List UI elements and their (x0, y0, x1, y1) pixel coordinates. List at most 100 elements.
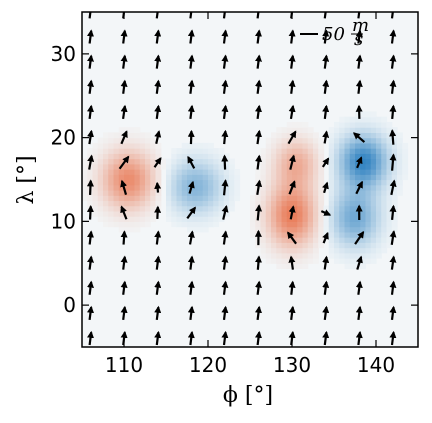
heatmap-cell (208, 163, 214, 170)
heatmap-cell (360, 216, 367, 222)
heatmap-cell (166, 174, 172, 181)
heatmap-cell (271, 237, 277, 243)
wind-vector (255, 129, 263, 145)
heatmap-cell (370, 148, 377, 154)
heatmap-cell (376, 195, 382, 202)
heatmap-cell (97, 179, 104, 186)
wind-vector (355, 330, 363, 346)
heatmap-cell (339, 132, 346, 139)
heatmap-cell (155, 174, 162, 181)
heatmap-cell (250, 216, 256, 222)
heatmap-cell (281, 179, 288, 186)
heatmap-cell (349, 142, 356, 149)
heatmap-cell (129, 174, 136, 181)
wind-vector (86, 204, 94, 220)
wind-vector (120, 29, 128, 44)
heatmap-cell (318, 195, 325, 202)
heatmap-cell (376, 242, 382, 249)
heatmap-cell (166, 163, 172, 170)
heatmap-cell (129, 216, 136, 222)
heatmap-cell (339, 200, 346, 207)
heatmap-cell (344, 205, 351, 212)
heatmap-cell (171, 221, 178, 228)
heatmap-cell (391, 221, 398, 228)
heatmap-cell (281, 148, 288, 154)
wind-vector (389, 54, 397, 69)
heatmap-cell (370, 226, 377, 233)
heatmap-cell (197, 174, 204, 181)
heatmap-cell (181, 169, 188, 175)
wind-vector (221, 104, 229, 120)
wind-vector (222, 12, 226, 19)
heatmap-cell (292, 189, 298, 196)
heatmap-cell (134, 127, 141, 133)
wind-vector (87, 129, 95, 145)
heatmap-cell (339, 121, 346, 128)
heatmap-cell (87, 148, 94, 154)
heatmap-cell (271, 226, 277, 233)
wind-vector (87, 154, 95, 170)
heatmap-cell (370, 242, 377, 249)
heatmap-cell (292, 169, 298, 175)
heatmap-cell (355, 127, 361, 133)
heatmap-cell (365, 252, 372, 259)
heatmap-cell (145, 210, 151, 217)
heatmap-cell (370, 163, 377, 170)
heatmap-cell (302, 137, 309, 144)
heatmap-cell (297, 205, 304, 212)
heatmap-cell (202, 216, 209, 222)
heatmap-cell (386, 221, 393, 228)
wind-vector (187, 155, 196, 169)
heatmap-cell (139, 179, 146, 186)
heatmap-cell (328, 158, 335, 165)
wind-vector (86, 230, 94, 245)
heatmap-cell (318, 210, 325, 217)
heatmap-cell (271, 200, 277, 207)
heatmap-cell (302, 127, 309, 133)
heatmap-cell (370, 137, 377, 144)
heatmap-cell (87, 174, 94, 181)
wind-vector (154, 305, 162, 321)
heatmap-cell (328, 127, 335, 133)
heatmap-cell (265, 137, 272, 144)
heatmap-cell (103, 195, 109, 202)
heatmap-cell (307, 153, 314, 160)
heatmap-cell (313, 237, 319, 243)
wind-vector (255, 54, 262, 69)
heatmap-cell (202, 163, 209, 170)
heatmap-cell (397, 179, 403, 186)
heatmap-cell (276, 231, 283, 238)
heatmap-cell (302, 205, 309, 212)
heatmap-cell (349, 169, 356, 175)
heatmap-cell (297, 121, 304, 128)
heatmap-cell (124, 210, 130, 217)
heatmap-cell (360, 184, 367, 191)
heatmap-cell (281, 169, 288, 175)
heatmap-cell (349, 127, 356, 133)
heatmap-cell (113, 216, 120, 222)
heatmap-cell (360, 142, 367, 149)
heatmap-cell (381, 179, 388, 186)
heatmap-cell (302, 153, 309, 160)
heatmap-cell (145, 205, 151, 212)
heatmap-cell (150, 205, 157, 212)
heatmap-cell (381, 242, 388, 249)
heatmap-cell (202, 184, 209, 191)
heatmap-cell (197, 163, 204, 170)
heatmap-cell (108, 137, 115, 144)
heatmap-cell (365, 142, 372, 149)
heatmap-cell (391, 184, 398, 191)
heatmap-cell (124, 205, 130, 212)
heatmap-cell (134, 226, 141, 233)
wind-vector (154, 255, 162, 270)
heatmap-cell (129, 137, 136, 144)
heatmap-cell (124, 195, 130, 202)
heatmap-cell (197, 158, 204, 165)
wind-vector (87, 280, 94, 295)
heatmap-cell (391, 142, 398, 149)
heatmap-cell (349, 237, 356, 243)
wind-vector (86, 179, 94, 196)
heatmap-cell (208, 210, 214, 217)
heatmap-cell (391, 200, 398, 207)
heatmap-cell (145, 132, 151, 139)
